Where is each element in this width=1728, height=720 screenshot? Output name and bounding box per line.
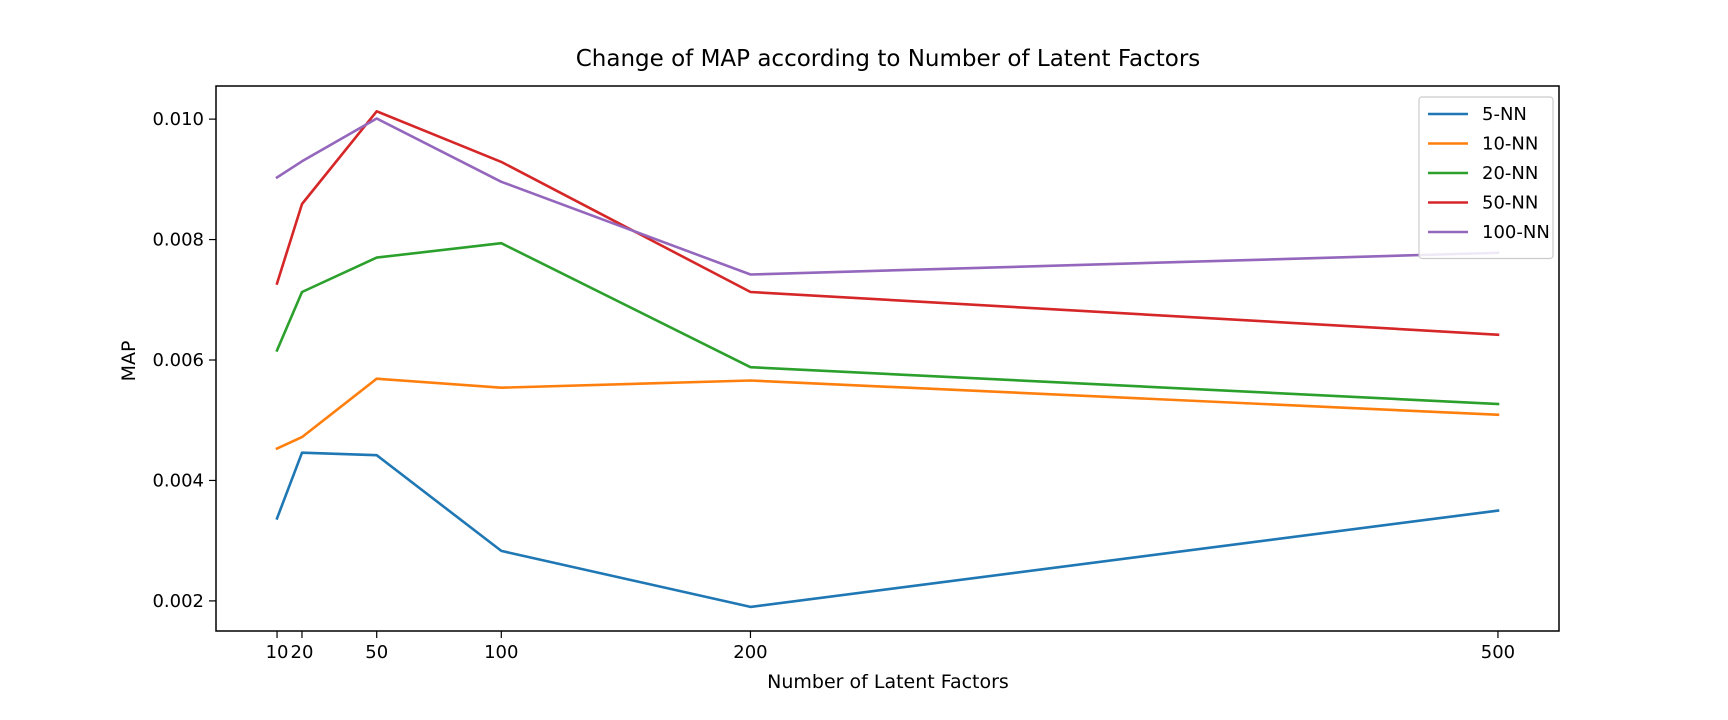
x-tick-label: 100 bbox=[484, 642, 518, 663]
y-tick-label: 0.006 bbox=[152, 350, 204, 371]
series-line-100-nn bbox=[275, 117, 1500, 276]
series-line-50-nn bbox=[275, 110, 1500, 337]
x-tick-label: 10 bbox=[266, 642, 289, 663]
plot-area bbox=[275, 110, 1500, 609]
y-tick-label: 0.008 bbox=[152, 230, 204, 251]
legend-label: 50-NN bbox=[1482, 193, 1538, 214]
y-tick-label: 0.002 bbox=[152, 591, 204, 612]
chart-title: Change of MAP according to Number of Lat… bbox=[576, 46, 1201, 72]
axes-frame bbox=[215, 85, 1560, 632]
legend-label: 10-NN bbox=[1482, 134, 1538, 155]
y-tick-label: 0.010 bbox=[152, 109, 204, 130]
legend: 5-NN 10-NN 20-NN 50-NN 100-NN bbox=[1418, 96, 1554, 260]
y-axis-ticks: 0.002 0.004 0.006 0.008 0.010 bbox=[152, 109, 216, 612]
legend-label: 20-NN bbox=[1482, 163, 1538, 184]
legend-label: 5-NN bbox=[1482, 104, 1527, 125]
y-axis-label: MAP bbox=[118, 341, 140, 382]
legend-box bbox=[1418, 96, 1554, 260]
y-tick-label: 0.004 bbox=[152, 470, 204, 491]
series-line-5-nn bbox=[275, 451, 1500, 609]
x-tick-label: 500 bbox=[1481, 642, 1515, 663]
x-axis-ticks: 10 20 50 100 200 500 bbox=[266, 631, 1515, 663]
x-tick-label: 50 bbox=[365, 642, 388, 663]
x-tick-label: 20 bbox=[291, 642, 314, 663]
x-tick-label: 200 bbox=[733, 642, 767, 663]
series-line-20-nn bbox=[275, 241, 1500, 406]
series-line-10-nn bbox=[275, 377, 1500, 451]
x-axis-label: Number of Latent Factors bbox=[767, 671, 1009, 693]
legend-label: 100-NN bbox=[1482, 222, 1550, 243]
